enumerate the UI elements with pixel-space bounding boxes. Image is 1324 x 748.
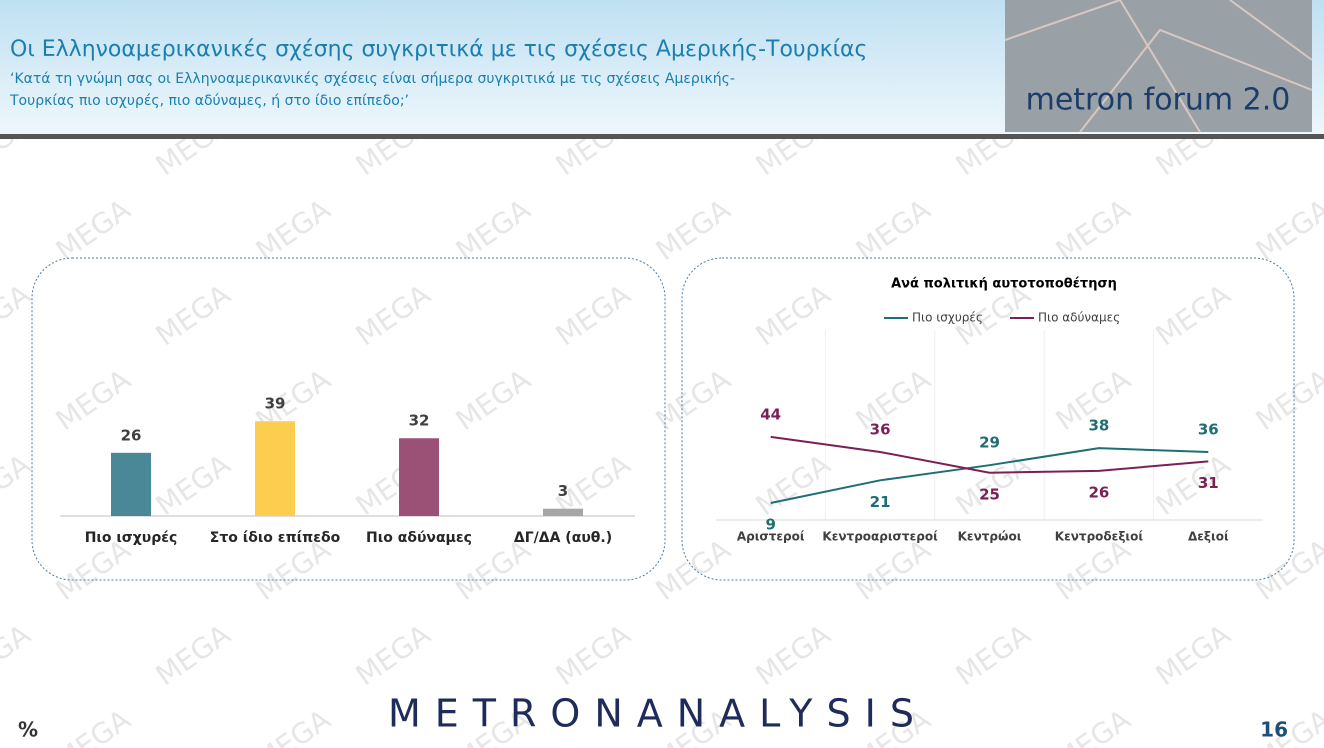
category-label: ΔΓ/ΔΑ (αυθ.): [514, 530, 612, 546]
legend-label: Πιο αδύναμες: [1038, 311, 1120, 325]
bar-chart: 26 Πιο ισχυρές 39 Στο ίδιο επίπεδο 32 Πιο αδύ…: [60, 395, 635, 546]
bar: [399, 438, 439, 516]
value-label: 38: [1088, 417, 1109, 435]
unit: %: [18, 718, 38, 742]
title: Οι Ελληνοαμερικανικές σχέσης συγκριτικά …: [10, 37, 867, 62]
category-label: Πιο αδύναμες: [366, 530, 472, 546]
series-line: [770, 435, 1209, 474]
logo-text: metron forum 2.0: [1026, 83, 1291, 118]
value-label: 32: [409, 412, 430, 430]
value-label: 21: [870, 493, 891, 511]
category-label: Στο ίδιο επίπεδο: [210, 530, 341, 546]
value-label: 3: [558, 482, 568, 500]
value-label: 44: [760, 405, 781, 423]
value-label: 9: [765, 515, 775, 533]
value-label: 25: [979, 485, 1000, 503]
category-label: Κεντρώοι: [958, 530, 1022, 544]
value-label: 36: [1198, 420, 1219, 438]
header-rule: [0, 134, 1324, 139]
series-line: [770, 447, 1209, 504]
category-label: Πιο ισχυρές: [85, 530, 178, 546]
value-label: 26: [121, 426, 142, 444]
bar: [543, 508, 583, 516]
page-number: 16: [1260, 718, 1288, 742]
value-label: 36: [870, 420, 891, 438]
value-label: 39: [265, 395, 286, 413]
value-label: 29: [979, 434, 1000, 452]
chart-title: Ανά πολιτική αυτοτοποθέτηση: [891, 277, 1117, 292]
subtitle: Τουρκίας πιο ισχυρές, πιο αδύναμες, ή στ…: [9, 93, 409, 109]
value-label: 31: [1198, 474, 1219, 492]
category-label: Κεντροαριστεροί: [822, 530, 938, 544]
footer-brand: METRONANALYSIS: [388, 692, 928, 736]
bar: [255, 421, 295, 516]
line-chart: Ανά πολιτική αυτοτοποθέτηση Πιο ισχυρές 9 2…: [716, 277, 1263, 544]
legend-label: Πιο ισχυρές: [912, 311, 983, 325]
subtitle: ‘Κατά τη γνώμη σας οι Ελληνοαμερικανικές…: [10, 71, 735, 87]
category-label: Αριστεροί: [737, 530, 805, 544]
panel: [681, 257, 1295, 581]
panel: [31, 257, 666, 581]
value-label: 26: [1088, 483, 1109, 501]
logo-pattern: [1004, 0, 1313, 133]
category-label: Κεντροδεξιοί: [1055, 530, 1144, 544]
category-label: Δεξιοί: [1188, 530, 1229, 544]
bar: [111, 452, 151, 516]
